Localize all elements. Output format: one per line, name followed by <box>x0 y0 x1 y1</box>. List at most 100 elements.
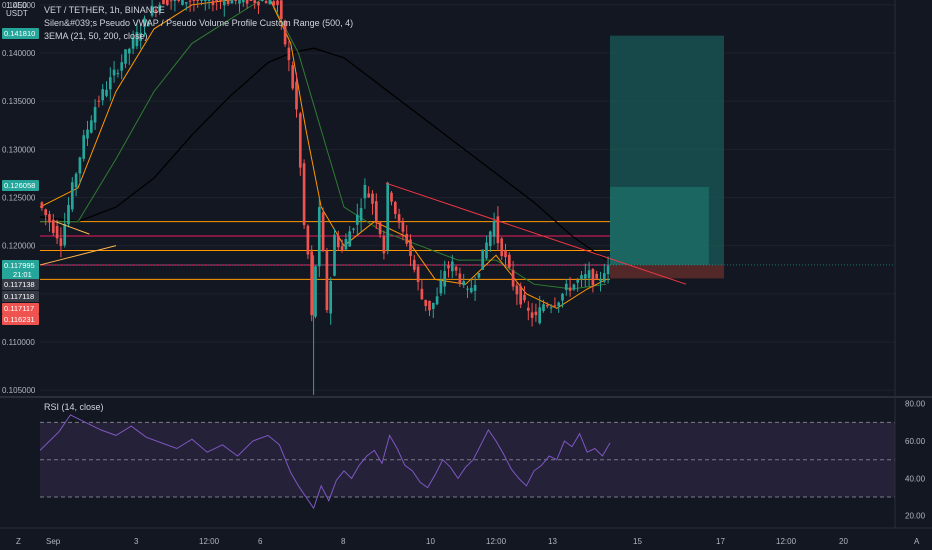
candle[interactable] <box>549 307 553 309</box>
candle[interactable] <box>378 222 382 235</box>
candle[interactable] <box>439 280 443 294</box>
candle[interactable] <box>272 1 276 6</box>
candle[interactable] <box>481 249 485 270</box>
rsi-pane[interactable] <box>39 414 895 510</box>
candle[interactable] <box>405 234 409 244</box>
candle[interactable] <box>67 204 70 225</box>
candle[interactable] <box>325 250 329 311</box>
candle[interactable] <box>63 223 67 246</box>
candle[interactable] <box>196 0 200 1</box>
candle[interactable] <box>219 0 222 1</box>
candle[interactable] <box>112 69 116 76</box>
candle[interactable] <box>257 1 260 6</box>
candle[interactable] <box>492 220 496 237</box>
ema-50-line[interactable] <box>40 0 607 290</box>
candle[interactable] <box>291 65 295 89</box>
candle[interactable] <box>401 221 405 232</box>
candle[interactable] <box>264 1 268 4</box>
candle[interactable] <box>154 9 158 12</box>
candle[interactable] <box>477 273 481 278</box>
candle[interactable] <box>78 157 82 174</box>
candle[interactable] <box>135 31 139 47</box>
candle[interactable] <box>283 20 287 45</box>
candle[interactable] <box>158 4 162 12</box>
candle[interactable] <box>496 216 500 244</box>
candle[interactable] <box>515 285 519 295</box>
candle[interactable] <box>173 0 177 1</box>
candle[interactable] <box>101 89 105 101</box>
candle[interactable] <box>553 305 557 307</box>
candle[interactable] <box>526 307 530 311</box>
candle[interactable] <box>431 302 435 309</box>
candle[interactable] <box>222 1 226 6</box>
candle[interactable] <box>504 250 507 258</box>
candle[interactable] <box>572 284 576 290</box>
candle[interactable] <box>420 288 424 300</box>
candle[interactable] <box>268 0 272 5</box>
candle[interactable] <box>192 0 196 1</box>
candle[interactable] <box>215 0 219 2</box>
candle[interactable] <box>443 271 447 287</box>
candle[interactable] <box>352 228 355 230</box>
candle[interactable] <box>120 62 124 71</box>
candle[interactable] <box>59 238 63 247</box>
candle[interactable] <box>458 273 462 285</box>
candle[interactable] <box>382 236 386 254</box>
candle[interactable] <box>317 207 321 267</box>
candle[interactable] <box>124 49 127 64</box>
candle[interactable] <box>462 281 466 286</box>
candle[interactable] <box>591 269 595 286</box>
candle[interactable] <box>488 231 492 247</box>
candle[interactable] <box>580 275 583 280</box>
candle[interactable] <box>466 288 469 290</box>
candle[interactable] <box>203 0 207 1</box>
candle[interactable] <box>469 287 473 293</box>
candle[interactable] <box>184 2 188 4</box>
candle[interactable] <box>348 231 352 247</box>
candle[interactable] <box>340 246 344 251</box>
candle[interactable] <box>249 0 253 1</box>
candle[interactable] <box>139 32 143 41</box>
candle[interactable] <box>568 287 572 291</box>
candle[interactable] <box>511 270 515 287</box>
candle[interactable] <box>428 300 431 311</box>
candle[interactable] <box>583 274 587 279</box>
candle[interactable] <box>177 0 181 1</box>
candle[interactable] <box>473 285 477 291</box>
candle[interactable] <box>409 239 412 257</box>
indicator-vwap-label[interactable]: Silen&#039;s Pseudo VWAP / Pseudo Volume… <box>44 18 354 28</box>
candle[interactable] <box>599 279 602 281</box>
stop-loss-zone[interactable] <box>610 264 724 279</box>
rising-support-line[interactable] <box>39 245 117 266</box>
candle[interactable] <box>386 182 390 251</box>
candle[interactable] <box>355 214 359 225</box>
candle[interactable] <box>371 193 374 204</box>
candle[interactable] <box>561 293 564 301</box>
candle[interactable] <box>302 163 306 226</box>
candle[interactable] <box>234 0 238 1</box>
short-line[interactable] <box>55 221 90 235</box>
candle[interactable] <box>298 113 302 168</box>
candle[interactable] <box>48 214 51 223</box>
candle[interactable] <box>333 234 336 276</box>
candle[interactable] <box>557 302 561 307</box>
candle[interactable] <box>40 202 44 209</box>
candle[interactable] <box>412 259 416 270</box>
candle[interactable] <box>108 77 112 90</box>
candle[interactable] <box>207 0 211 1</box>
candle[interactable] <box>276 0 279 5</box>
candle[interactable] <box>424 299 428 306</box>
ema-200-line[interactable] <box>39 47 607 261</box>
candle[interactable] <box>542 304 545 312</box>
candle[interactable] <box>245 0 249 4</box>
candle[interactable] <box>450 261 454 272</box>
candle[interactable] <box>530 312 534 318</box>
candle[interactable] <box>116 72 120 74</box>
candle[interactable] <box>150 5 154 16</box>
candle[interactable] <box>295 81 298 110</box>
candle[interactable] <box>390 192 393 202</box>
candle[interactable] <box>564 283 568 290</box>
candle[interactable] <box>226 0 230 4</box>
price-pane[interactable] <box>39 0 895 395</box>
